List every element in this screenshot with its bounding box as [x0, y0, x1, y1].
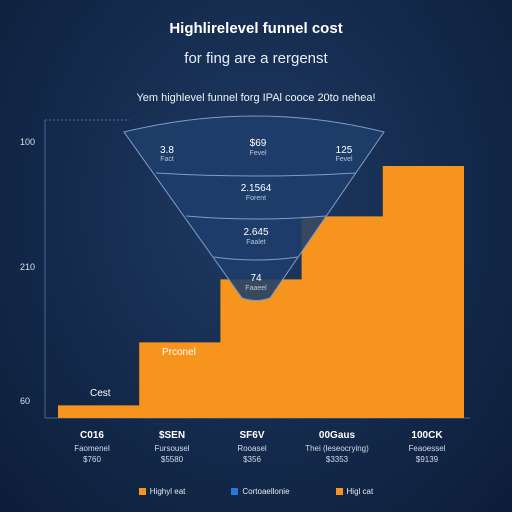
y-tick-label: 60 — [20, 396, 31, 406]
chart-subtitle: for fing are a rergenst — [184, 50, 328, 67]
x-category-sub: Fursousel — [154, 444, 190, 453]
legend-swatch — [231, 488, 239, 495]
legend: Highyl eat Cortoaellonie Higl cat — [0, 487, 512, 496]
x-category-value: $5580 — [160, 455, 184, 464]
x-category-name: SF6V — [239, 430, 265, 441]
funnel-stage-value: 2.645 — [243, 227, 269, 238]
legend-item: Highyl eat — [138, 487, 186, 496]
x-category-sub: Rooasel — [237, 444, 267, 453]
funnel-stage-divider — [155, 172, 357, 177]
funnel-stage-sub: Forent — [245, 195, 267, 202]
funnel-stage-divider — [213, 256, 299, 261]
x-category-name: $SEN — [158, 430, 186, 441]
funnel-top-sub: Fact — [160, 156, 174, 163]
x-category-value: $9139 — [415, 455, 439, 464]
funnel-stage-sub: Faalet — [246, 239, 266, 246]
legend-item: Cortoaellonie — [231, 487, 290, 496]
x-category: 100CK Feaoessel $9139 — [382, 430, 472, 464]
funnel-stage-divider — [185, 215, 327, 220]
legend-label: Highyl eat — [149, 487, 186, 496]
chart-caption: Yem highlevel funnel forg IPAl cooce 20t… — [136, 92, 376, 104]
legend-swatch — [335, 488, 343, 495]
funnel-top-sub: Fevel — [249, 150, 267, 157]
funnel-stage-value: 74 — [250, 273, 262, 284]
x-category-sub: Feaoessel — [408, 444, 446, 453]
x-category: SF6V Rooasel $356 — [207, 430, 297, 464]
x-category-name: C016 — [80, 430, 104, 441]
funnel-top-value: $69 — [249, 138, 267, 149]
funnel-top-value: 3.8 — [160, 145, 174, 156]
bar-label-cost: Cest — [90, 388, 111, 399]
x-category-name: 00Gaus — [318, 430, 356, 441]
funnel-group — [123, 115, 385, 301]
x-category-value: $760 — [83, 455, 101, 464]
funnel-top-sub: Fevel — [335, 156, 353, 163]
legend-label: Cortoaellonie — [242, 487, 290, 496]
legend-swatch — [138, 488, 146, 495]
x-category-value: $356 — [243, 455, 261, 464]
x-category-name: 100CK — [411, 430, 443, 441]
y-tick-label: 210 — [20, 262, 36, 272]
y-tick-label: 100 — [20, 137, 36, 147]
legend-item: Higl cat — [335, 487, 374, 496]
chart-title: Highlirelevel funnel cost — [169, 20, 343, 37]
funnel-stage-value: 2.1564 — [240, 183, 272, 194]
bar-label-funnel: Prconel — [162, 347, 196, 358]
x-category: C016 Faomenel $760 — [47, 430, 137, 464]
funnel-shape — [123, 115, 385, 301]
x-category-sub: Thei (leseocrying) — [305, 444, 369, 453]
legend-label: Higl cat — [346, 487, 374, 496]
funnel-top-value: 125 — [335, 145, 353, 156]
funnel-stage-sub: Faaeel — [245, 285, 267, 292]
x-category-value: $3353 — [325, 455, 349, 464]
x-category-sub: Faomenel — [74, 444, 110, 453]
x-category: $SEN Fursousel $5580 — [127, 430, 217, 464]
x-category: 00Gaus Thei (leseocrying) $3353 — [292, 430, 382, 464]
